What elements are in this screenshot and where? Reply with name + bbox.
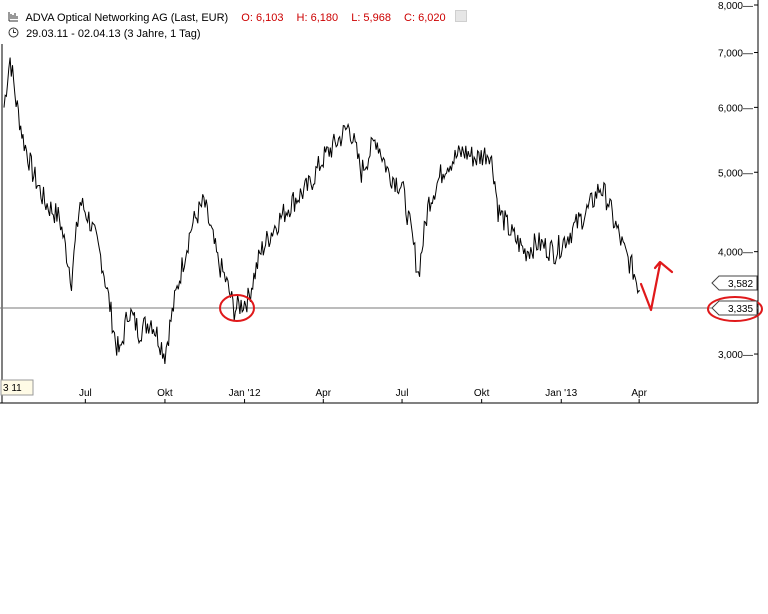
x-tick-label: Apr <box>631 388 647 399</box>
reference-value-label: 3,335 <box>728 304 753 315</box>
high-value: H: 6,180 <box>296 12 339 24</box>
price-point <box>488 151 490 153</box>
circle-annotation-axis <box>707 296 763 322</box>
price-point <box>599 186 601 188</box>
reference-value-box: 3,335 <box>711 300 758 316</box>
price-points <box>3 57 641 355</box>
y-tick-label: 4,000— <box>718 248 753 259</box>
open-value: O: 6,103 <box>241 12 284 24</box>
price-point <box>128 308 130 310</box>
arrow-annotation <box>639 260 674 312</box>
x-axis: Jul Okt Jan '12 Apr Jul Okt Jan '13 Apr <box>0 44 758 404</box>
last-value-box: 3,582 <box>711 275 758 291</box>
y-tick-label: 7,000— <box>718 49 753 60</box>
date-box-label: 3 11 <box>3 383 22 394</box>
remove-instrument-icon[interactable] <box>454 10 467 22</box>
x-tick-label: Apr <box>316 388 332 399</box>
instrument-title: ADVA Optical Networking AG (Last, EUR) <box>25 12 229 24</box>
date-box: 3 11 <box>0 379 34 396</box>
low-value: L: 5,968 <box>351 12 391 24</box>
instrument-row: ADVA Optical Networking AG (Last, EUR) O… <box>8 10 467 24</box>
price-point <box>623 251 625 253</box>
x-tick-label: Jul <box>79 388 92 399</box>
last-value-label: 3,582 <box>728 279 753 290</box>
price-chart[interactable]: 8,000— 7,000— 6,000— 5,000— 4,000— 3,000— Jul… <box>0 0 768 410</box>
chart-svg[interactable]: 8,000— 7,000— 6,000— 5,000— 4,000— 3,000— Jul… <box>0 0 768 410</box>
chart-header: ADVA Optical Networking AG (Last, EUR) O… <box>0 0 700 44</box>
clock-icon[interactable] <box>8 27 19 38</box>
time-range-label: 29.03.11 - 02.04.13 (3 Jahre, 1 Tag) <box>26 28 201 40</box>
price-point <box>554 251 556 253</box>
price-point <box>409 225 411 227</box>
range-row: 29.03.11 - 02.04.13 (3 Jahre, 1 Tag) <box>8 27 201 40</box>
price-point <box>375 137 377 139</box>
circle-annotation-jan12 <box>219 294 255 322</box>
y-tick-label: 8,000— <box>718 1 753 12</box>
y-tick-label: 6,000— <box>718 103 753 114</box>
x-tick-label: Okt <box>157 388 173 399</box>
chart-type-icon[interactable] <box>8 11 19 22</box>
price-point <box>138 330 140 332</box>
price-point <box>587 209 589 211</box>
x-tick-label: Jan '13 <box>545 388 577 399</box>
x-tick-label: Okt <box>474 388 490 399</box>
x-tick-label: Jul <box>396 388 409 399</box>
y-tick-label: 3,000— <box>718 350 753 361</box>
price-point <box>119 353 121 355</box>
price-point <box>444 164 446 166</box>
close-value: C: 6,020 <box>404 12 446 24</box>
price-series-line <box>3 57 641 364</box>
y-tick-label: 5,000— <box>718 168 753 179</box>
y-axis: 8,000— 7,000— 6,000— 5,000— 4,000— 3,000— <box>718 0 759 403</box>
x-tick-label: Jan '12 <box>229 388 261 399</box>
red-annotations <box>219 260 763 322</box>
